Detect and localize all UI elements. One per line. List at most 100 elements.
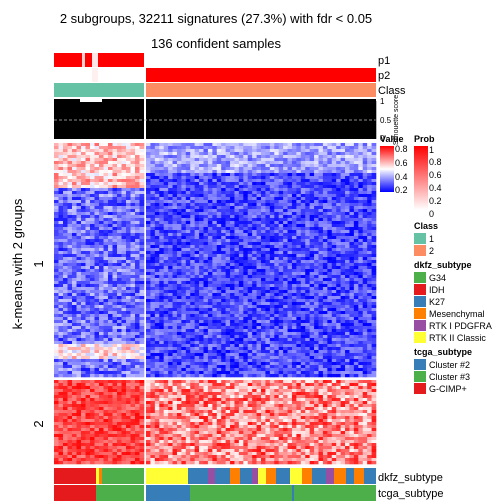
heatmap-cell xyxy=(265,326,271,330)
heatmap-cell xyxy=(76,320,82,324)
heatmap-cell xyxy=(54,353,59,357)
heatmap-cell xyxy=(168,143,173,147)
heatmap-cell xyxy=(163,311,169,315)
heatmap-cell xyxy=(345,251,350,255)
heatmap-cell xyxy=(181,296,187,300)
heatmap-cell xyxy=(168,278,173,282)
heatmap-cell xyxy=(58,257,64,261)
heatmap-cell xyxy=(63,257,68,261)
heatmap-cell xyxy=(291,311,297,315)
heatmap-cell xyxy=(353,185,359,189)
heatmap-cell xyxy=(353,311,359,315)
heatmap-cell xyxy=(181,275,187,279)
heatmap-cell xyxy=(72,209,77,213)
heatmap-cell xyxy=(85,317,91,321)
heatmap-cell xyxy=(63,167,68,171)
heatmap-cell xyxy=(283,185,288,189)
heatmap-cell xyxy=(247,158,253,162)
heatmap-cell xyxy=(278,182,284,186)
heatmap-cell xyxy=(121,206,127,210)
heatmap-cell xyxy=(103,365,109,369)
heatmap-cell xyxy=(283,194,288,198)
heatmap-cell xyxy=(327,170,333,174)
heatmap-cell xyxy=(243,167,249,171)
heatmap-cell xyxy=(327,272,333,276)
heatmap-cell xyxy=(176,332,182,336)
heatmap-cell xyxy=(314,167,319,171)
heatmap-cell xyxy=(203,245,209,249)
heatmap-cell xyxy=(172,227,178,231)
heatmap-cell xyxy=(340,164,346,168)
heatmap-cell xyxy=(362,170,368,174)
heatmap-cell xyxy=(221,290,226,294)
heatmap-cell xyxy=(181,188,187,192)
heatmap-cell xyxy=(305,326,310,330)
heatmap-cell xyxy=(94,230,100,234)
heatmap-cell xyxy=(67,170,73,174)
heatmap-cell xyxy=(163,338,169,342)
heatmap-cell xyxy=(94,242,100,246)
heatmap-cell xyxy=(199,254,204,258)
heatmap-cell xyxy=(283,233,288,237)
heatmap-cell xyxy=(126,248,131,252)
heatmap-cell xyxy=(287,179,293,183)
heatmap-cell xyxy=(345,209,350,213)
heatmap-cell xyxy=(362,245,368,249)
heatmap-cell xyxy=(58,341,64,345)
heatmap-cell xyxy=(225,260,231,264)
heatmap-cell xyxy=(67,296,73,300)
heatmap-cell xyxy=(300,215,306,219)
heatmap-cell xyxy=(194,179,200,183)
heatmap-cell xyxy=(159,326,164,330)
heatmap-cell xyxy=(331,191,337,195)
heatmap-cell xyxy=(85,146,91,150)
heatmap-cell xyxy=(81,254,86,258)
heatmap-cell xyxy=(135,248,140,252)
heatmap-cell xyxy=(108,206,113,210)
heatmap-cell xyxy=(256,143,262,147)
heatmap-cell xyxy=(108,302,113,306)
heatmap-cell xyxy=(269,314,275,318)
heatmap-cell xyxy=(103,191,109,195)
heatmap-cell xyxy=(300,326,306,330)
heatmap-cell xyxy=(318,245,324,249)
heatmap-cell xyxy=(67,251,73,255)
heatmap-cell xyxy=(146,233,151,237)
heatmap-cell xyxy=(150,314,156,318)
heatmap-cell xyxy=(274,275,279,279)
heatmap-cell xyxy=(135,305,140,309)
heatmap-cell xyxy=(336,302,341,306)
heatmap-cell xyxy=(112,305,118,309)
heatmap-cell xyxy=(67,353,73,357)
heatmap-cell xyxy=(94,341,100,345)
heatmap-cell xyxy=(99,305,104,309)
heatmap-cell xyxy=(168,269,173,273)
heatmap-cell xyxy=(221,230,226,234)
heatmap-cell xyxy=(300,254,306,258)
heatmap-cell xyxy=(139,356,145,360)
heatmap-cell xyxy=(90,155,95,159)
heatmap-cell xyxy=(362,281,368,285)
heatmap-cell xyxy=(176,200,182,204)
heatmap-cell xyxy=(185,263,191,267)
heatmap-cell xyxy=(305,230,310,234)
heatmap-cell xyxy=(76,296,82,300)
heatmap-cell xyxy=(243,332,249,336)
heatmap-cell xyxy=(112,179,118,183)
heatmap-cell xyxy=(121,173,127,177)
heatmap-cell xyxy=(154,254,160,258)
heatmap-cell xyxy=(135,311,140,315)
heatmap-cell xyxy=(216,218,222,222)
heatmap-cell xyxy=(203,173,209,177)
heatmap-cell xyxy=(283,266,288,270)
heatmap-cell xyxy=(135,323,140,327)
heatmap-cell xyxy=(163,266,169,270)
heatmap-cell xyxy=(54,284,59,288)
heatmap-cell xyxy=(163,182,169,186)
heatmap-cell xyxy=(108,272,113,276)
heatmap-cell xyxy=(247,146,253,150)
heatmap-cell xyxy=(345,314,350,318)
heatmap-cell xyxy=(117,185,122,189)
heatmap-cell xyxy=(296,227,302,231)
heatmap-cell xyxy=(252,212,257,216)
